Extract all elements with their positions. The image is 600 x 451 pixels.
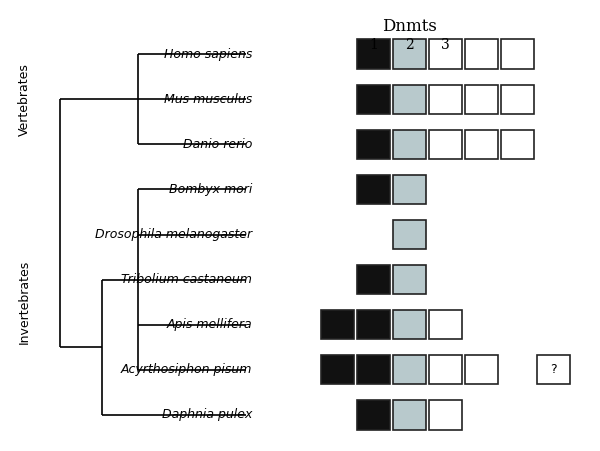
Bar [393, 175, 426, 204]
Text: ?: ? [550, 364, 557, 376]
Bar [357, 265, 390, 294]
Bar [321, 310, 354, 340]
Bar [429, 310, 462, 340]
Text: Homo sapiens: Homo sapiens [164, 48, 252, 60]
Bar [501, 85, 534, 114]
Bar [429, 355, 462, 384]
Bar [393, 130, 426, 159]
Text: Bombyx mori: Bombyx mori [169, 183, 252, 196]
Bar [393, 265, 426, 294]
Bar [465, 130, 498, 159]
Bar [357, 39, 390, 69]
Text: Tribolium castaneum: Tribolium castaneum [121, 273, 252, 286]
Bar [357, 130, 390, 159]
Text: Invertebrates: Invertebrates [17, 260, 31, 344]
Text: Apis mellifera: Apis mellifera [166, 318, 252, 331]
Bar [501, 130, 534, 159]
Bar [393, 400, 426, 429]
Bar [429, 39, 462, 69]
Bar [393, 310, 426, 340]
Bar [429, 130, 462, 159]
Bar [357, 355, 390, 384]
Text: Acyrthosiphon pisum: Acyrthosiphon pisum [121, 364, 252, 376]
Text: 1: 1 [369, 38, 378, 52]
Bar [393, 220, 426, 249]
Bar [465, 85, 498, 114]
Bar [393, 355, 426, 384]
Bar [465, 39, 498, 69]
Bar [393, 39, 426, 69]
Bar [357, 85, 390, 114]
Text: Drosophila melanogaster: Drosophila melanogaster [95, 228, 252, 241]
Bar [501, 39, 534, 69]
Bar [465, 355, 498, 384]
Bar [357, 310, 390, 340]
Text: Danio rerio: Danio rerio [182, 138, 252, 151]
Text: Vertebrates: Vertebrates [17, 63, 31, 136]
Text: Dnmts: Dnmts [382, 18, 437, 35]
Bar [357, 175, 390, 204]
Text: Mus musculus: Mus musculus [164, 93, 252, 106]
Text: 3: 3 [441, 38, 450, 52]
Bar [393, 85, 426, 114]
Bar [321, 355, 354, 384]
Bar [537, 355, 570, 384]
Bar [429, 85, 462, 114]
Text: 2: 2 [405, 38, 414, 52]
Text: Daphnia pulex: Daphnia pulex [161, 409, 252, 421]
Bar [357, 400, 390, 429]
Bar [429, 400, 462, 429]
